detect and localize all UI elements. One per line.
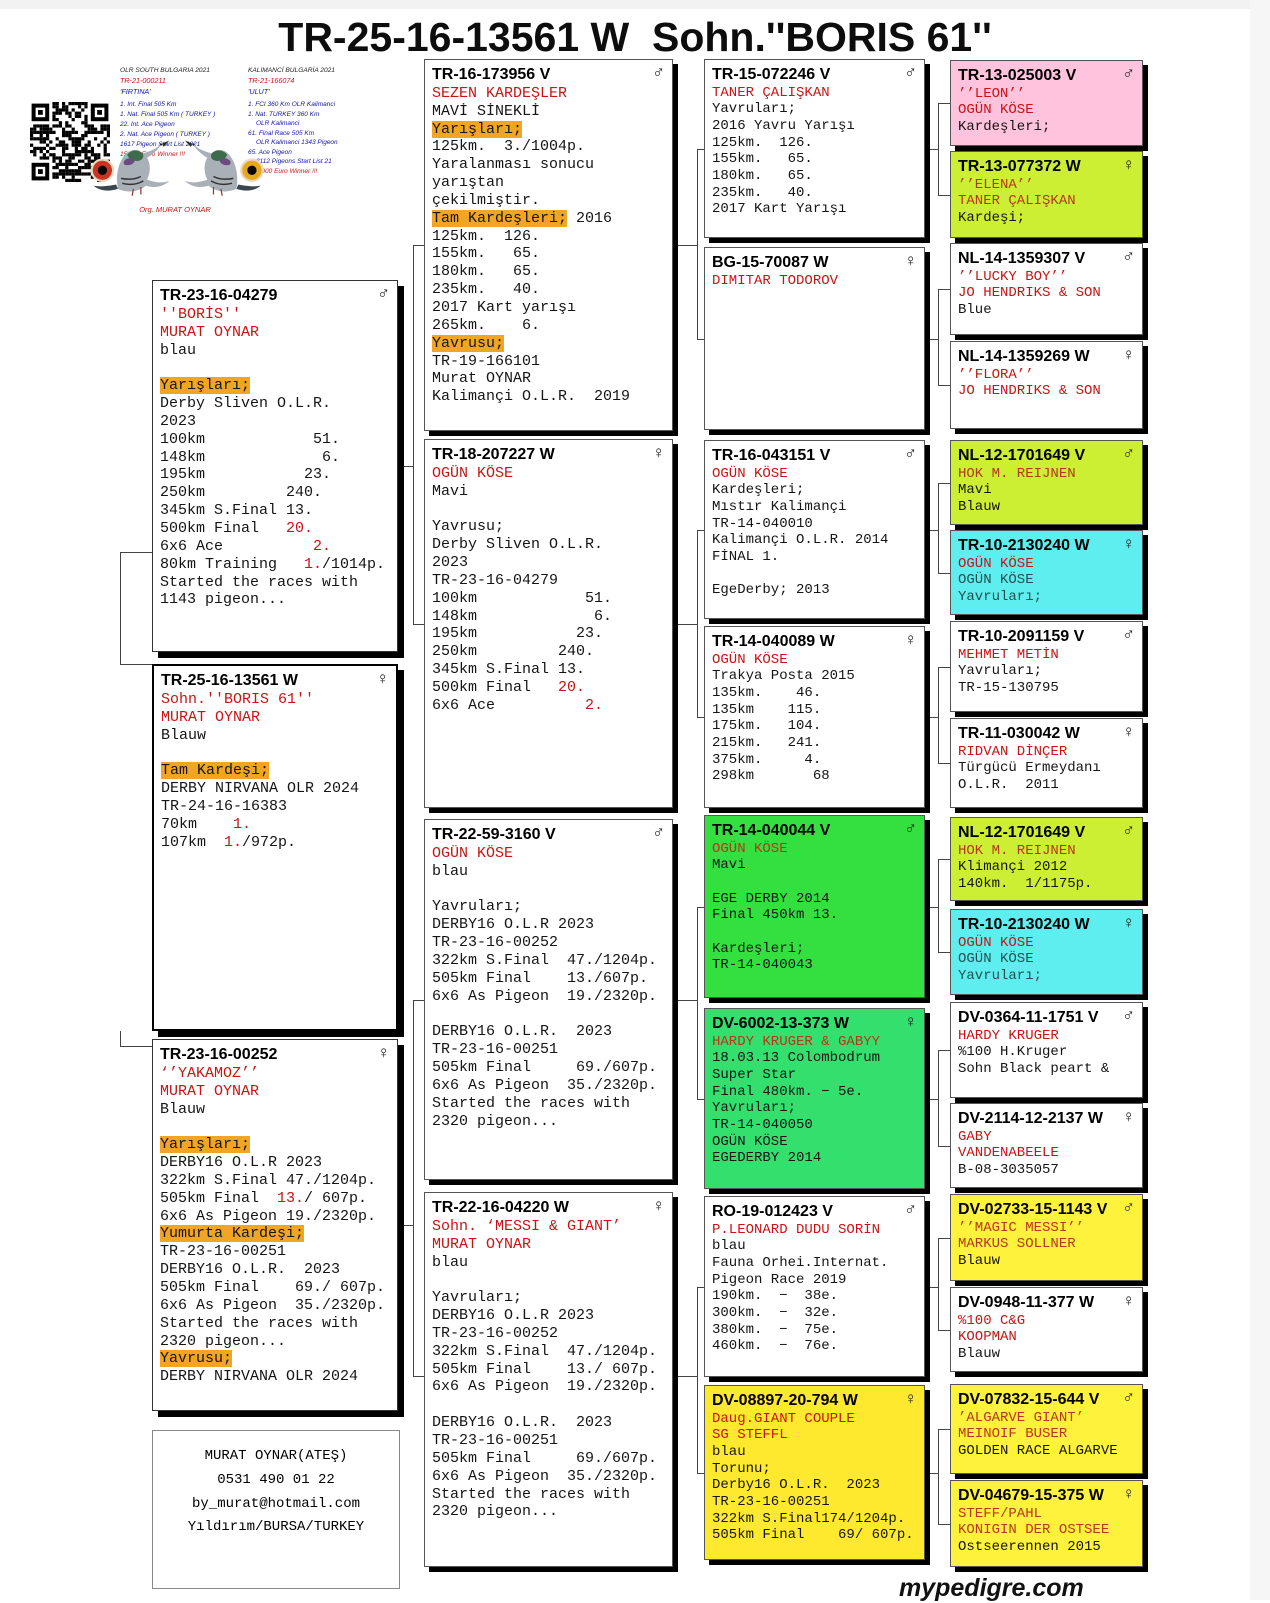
svg-text:TR-21-166074: TR-21-166074 — [248, 76, 294, 85]
svg-text:OLR Kalimanci: OLR Kalimanci — [256, 120, 300, 127]
svg-text:OLR Kalimanci 1343 Pigeon: OLR Kalimanci 1343 Pigeon — [256, 139, 338, 146]
svg-text:Org. MURAT OYNAR: Org. MURAT OYNAR — [139, 205, 211, 214]
svg-text:61. Final Race 505 Km: 61. Final Race 505 Km — [248, 130, 315, 137]
svg-text:OLR SOUTH BULGARIA 2021: OLR SOUTH BULGARIA 2021 — [120, 67, 210, 74]
svg-text:65. Ace Pigeon: 65. Ace Pigeon — [248, 149, 292, 156]
svg-text:1. FCI 360 Km OLR Kalimanci: 1. FCI 360 Km OLR Kalimanci — [248, 101, 336, 108]
svg-text:1. Nat. TURKEY 360 Km: 1. Nat. TURKEY 360 Km — [248, 111, 320, 118]
svg-text:KALIMANCİ BULGARİA 2021: KALIMANCİ BULGARİA 2021 — [248, 66, 335, 74]
svg-text:4.000 Euro Winner !!!: 4.000 Euro Winner !!! — [256, 168, 318, 175]
svg-text:1. Int. Final 505 Km: 1. Int. Final 505 Km — [120, 101, 177, 108]
svg-text:'FIRTINA': 'FIRTINA' — [120, 87, 151, 96]
svg-text:3112 Pigeons Start List 21: 3112 Pigeons Start List 21 — [256, 158, 332, 165]
svg-text:2. Nat. Ace Pigeon ( TURKEY ): 2. Nat. Ace Pigeon ( TURKEY ) — [119, 131, 210, 138]
svg-text:1. Nat. Final 505 Km ( TURKEY: 1. Nat. Final 505 Km ( TURKEY ) — [120, 111, 215, 118]
svg-text:'ULUT': 'ULUT' — [248, 87, 270, 96]
svg-text:TR-21-000211: TR-21-000211 — [120, 76, 166, 85]
svg-text:22. Int. Ace Pigeon: 22. Int. Ace Pigeon — [119, 121, 175, 128]
